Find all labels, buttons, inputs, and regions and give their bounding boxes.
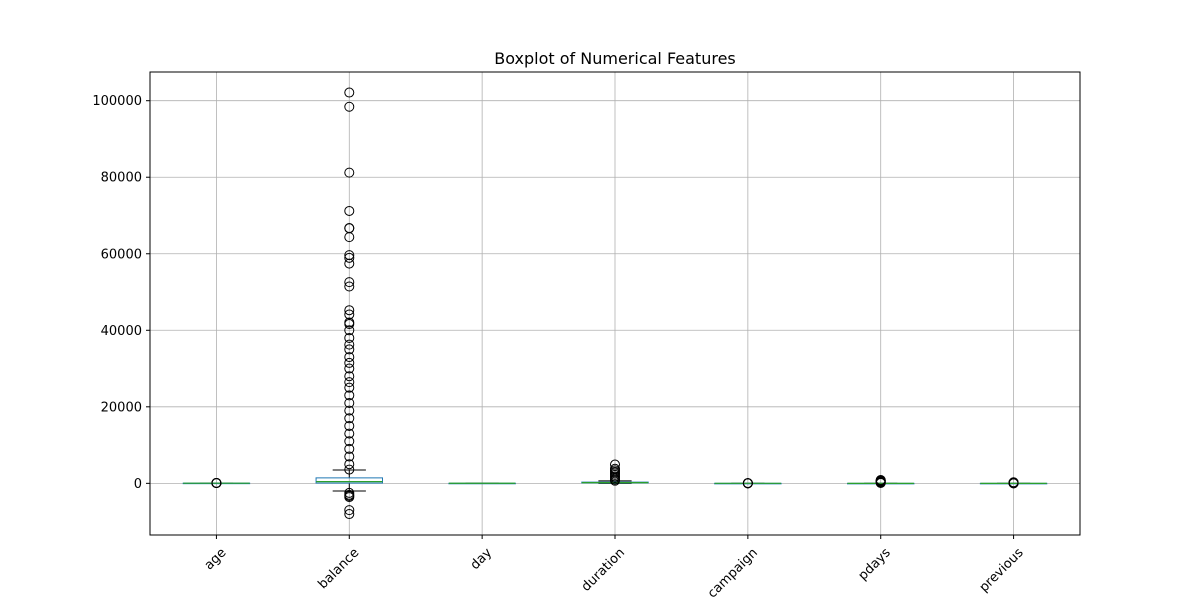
outlier-point — [344, 344, 355, 355]
outlier-point — [344, 305, 355, 316]
box-day — [448, 482, 516, 485]
outlier-point — [344, 339, 355, 350]
box-campaign — [714, 478, 782, 489]
outlier-point — [344, 319, 355, 330]
x-tick-label: previous — [977, 545, 1027, 595]
y-tick-label: 0 — [134, 477, 142, 492]
box-duration — [581, 459, 649, 486]
x-tick-label: age — [202, 545, 230, 573]
outlier-point — [344, 101, 355, 112]
outlier-point — [344, 428, 355, 439]
outlier-point — [344, 390, 355, 401]
outlier-point — [344, 332, 355, 343]
outlier-point — [344, 464, 355, 475]
outlier-point — [211, 477, 222, 488]
box-previous — [979, 477, 1048, 489]
outlier-point — [344, 436, 355, 447]
outlier-point — [610, 459, 620, 470]
outlier-point — [742, 478, 753, 489]
outlier-point — [610, 463, 620, 474]
y-tick-label: 80000 — [101, 171, 142, 186]
outlier-point — [344, 352, 355, 363]
box-layer — [182, 87, 1048, 520]
y-tick-label: 100000 — [92, 94, 142, 109]
box-balance — [315, 87, 384, 520]
outlier-point — [344, 405, 355, 416]
axis-layer: 0 20000 40000 60000 80000 100000 age balance day… — [92, 94, 1026, 600]
x-tick-label: day — [468, 545, 496, 573]
outlier-point — [344, 277, 355, 288]
y-tick-label: 60000 — [101, 247, 142, 262]
outlier-point — [1008, 477, 1019, 488]
grid-layer — [150, 72, 1080, 535]
outlier-point — [344, 509, 355, 520]
outlier-point — [344, 250, 355, 261]
x-tick-label: pdays — [856, 545, 894, 583]
outlier-point — [344, 420, 355, 431]
outlier-point — [344, 413, 355, 424]
outlier-point — [344, 258, 355, 269]
outlier-point — [344, 377, 355, 388]
outlier-point — [344, 459, 355, 470]
outlier-point — [344, 505, 355, 516]
outlier-point — [344, 357, 355, 368]
outlier-point — [344, 382, 355, 393]
outlier-point — [344, 325, 355, 336]
outlier-point — [344, 252, 355, 263]
outlier-point — [344, 87, 355, 98]
outlier-point — [344, 309, 355, 320]
outlier-point — [344, 232, 355, 243]
outlier-point — [344, 363, 355, 374]
outlier-point — [344, 371, 355, 382]
y-tick-label: 20000 — [101, 400, 142, 415]
box-pdays — [847, 475, 915, 488]
outlier-point — [344, 397, 355, 408]
x-tick-label: campaign — [705, 545, 761, 600]
outlier-point — [344, 492, 355, 503]
y-tick-label: 40000 — [101, 324, 142, 339]
outlier-point — [344, 443, 355, 454]
outlier-point — [344, 281, 355, 292]
plot-frame — [149, 71, 1081, 536]
box-iqr — [315, 477, 384, 484]
box-age — [182, 477, 251, 489]
outlier-point — [344, 451, 355, 462]
outlier-point — [875, 475, 886, 486]
outlier-point — [344, 167, 355, 178]
x-tick-label: balance — [316, 545, 363, 592]
outlier-point — [344, 205, 355, 216]
chart-title: Boxplot of Numerical Features — [494, 49, 736, 68]
x-tick-label: duration — [579, 545, 628, 594]
